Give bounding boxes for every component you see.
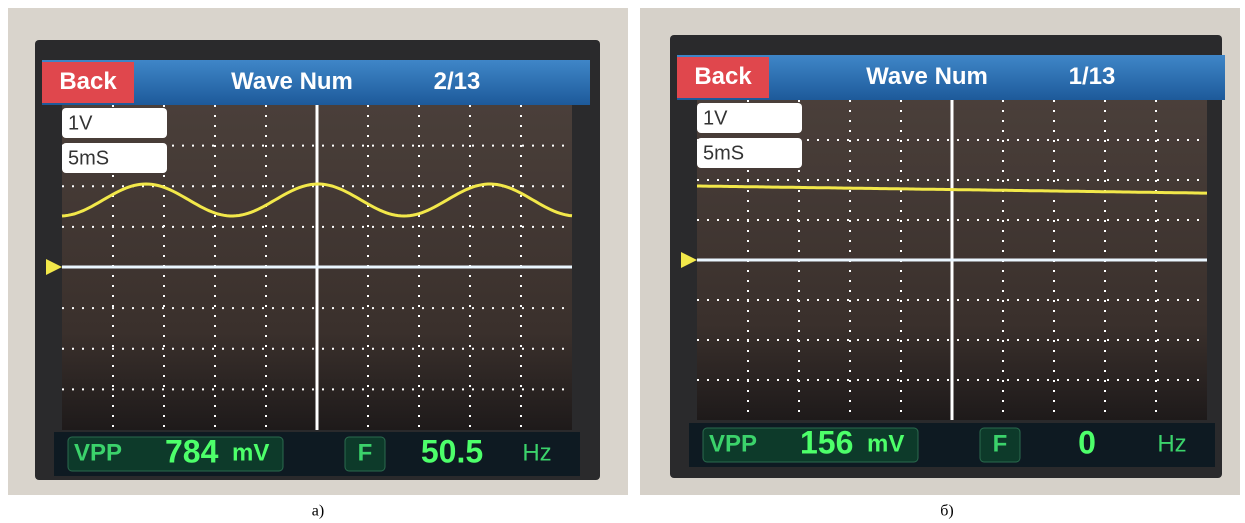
vpp-unit: mV: [867, 430, 904, 457]
f-value: 0: [1078, 424, 1096, 460]
screen-title: Wave Num: [231, 68, 353, 95]
caption: а): [312, 503, 324, 520]
time-label: 5mS: [68, 147, 109, 169]
f-unit: Hz: [1157, 430, 1186, 457]
vpp-unit: mV: [232, 439, 269, 466]
volts-label: 1V: [703, 107, 728, 129]
f-value: 50.5: [421, 433, 483, 469]
vpp-value: 784: [165, 433, 219, 469]
vpp-label: VPP: [74, 439, 122, 466]
screen-title: Wave Num: [866, 63, 988, 90]
vpp-label: VPP: [709, 430, 757, 457]
figure: Back Wave Num 2/13 1V 5mS VPP 784 mV F 50.5 Hz а) Ba…: [0, 0, 1245, 523]
back-label: Back: [694, 63, 752, 90]
caption: б): [940, 503, 953, 520]
vpp-value: 156: [800, 424, 853, 460]
page-number: 2/13: [434, 68, 481, 95]
page-number: 1/13: [1069, 63, 1116, 90]
f-unit: Hz: [522, 439, 551, 466]
f-label: F: [358, 439, 373, 466]
back-label: Back: [59, 68, 117, 95]
f-label: F: [993, 430, 1008, 457]
time-label: 5mS: [703, 142, 744, 164]
volts-label: 1V: [68, 112, 93, 134]
